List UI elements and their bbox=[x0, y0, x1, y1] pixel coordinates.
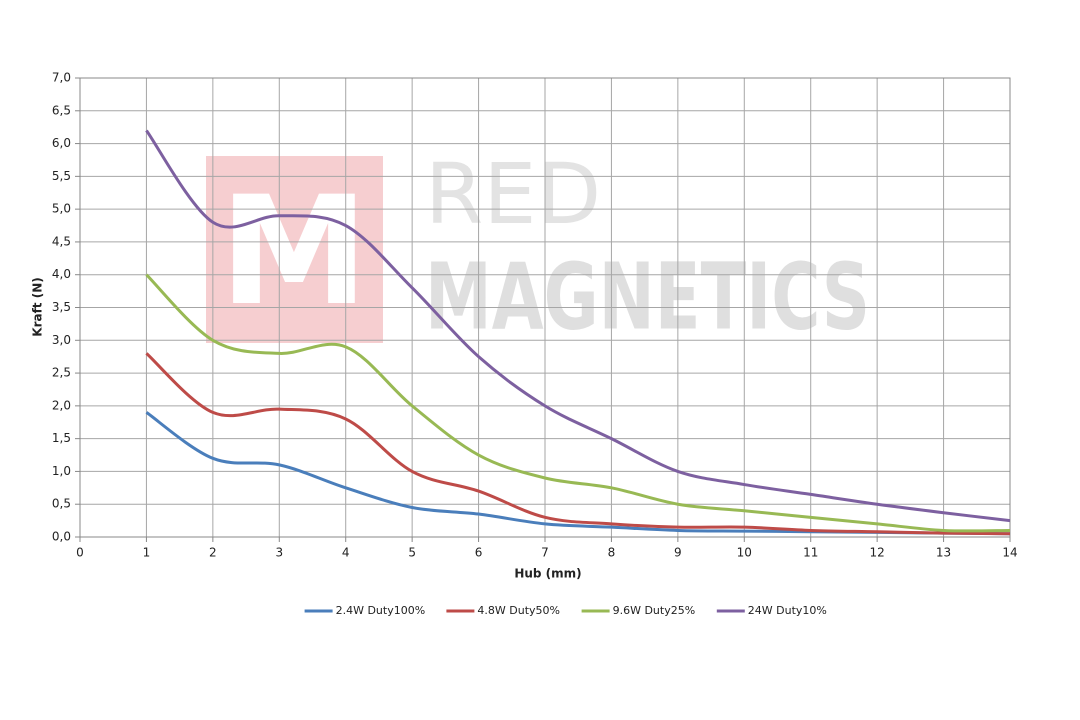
y-tick-label: 0,0 bbox=[52, 530, 71, 544]
series-line bbox=[145, 273, 1011, 533]
x-axis-label: Hub (mm) bbox=[514, 567, 581, 581]
x-tick-label: 4 bbox=[342, 546, 350, 560]
y-tick-label: 7,0 bbox=[52, 71, 71, 85]
y-tick-label: 4,5 bbox=[52, 234, 71, 248]
x-tick-label: 12 bbox=[870, 546, 885, 560]
watermark-box bbox=[206, 156, 383, 343]
watermark-text: MAGNETICS bbox=[425, 243, 870, 350]
series-line bbox=[145, 129, 1011, 523]
plot-border bbox=[79, 77, 1011, 538]
y-axis-label: Kraft (N) bbox=[31, 277, 45, 336]
y-tick-label: 4,0 bbox=[52, 267, 71, 281]
watermark-logo: M bbox=[219, 165, 368, 339]
y-tick-label: 3,0 bbox=[52, 333, 71, 347]
y-tick-label: 2,5 bbox=[52, 366, 71, 380]
legend-label: 2.4W Duty100% bbox=[336, 604, 426, 617]
series-line bbox=[145, 352, 1011, 536]
watermark: M RED MAGNETICS bbox=[206, 145, 870, 350]
x-tick-label: 1 bbox=[143, 546, 151, 560]
watermark-text: RED bbox=[425, 145, 601, 243]
y-tick-label: 6,0 bbox=[52, 136, 71, 150]
y-tick-label: 0,5 bbox=[52, 497, 71, 511]
x-tick-label: 2 bbox=[209, 546, 217, 560]
y-tick-label: 5,0 bbox=[52, 202, 71, 216]
x-tick-label: 3 bbox=[275, 546, 283, 560]
y-tick-label: 5,5 bbox=[52, 169, 71, 183]
y-tick-label: 6,5 bbox=[52, 103, 71, 117]
legend-label: 9.6W Duty25% bbox=[613, 604, 696, 617]
x-tick-label: 10 bbox=[737, 546, 752, 560]
x-tick-label: 14 bbox=[1002, 546, 1017, 560]
legend-label: 24W Duty10% bbox=[748, 604, 827, 617]
x-tick-label: 8 bbox=[608, 546, 616, 560]
x-tick-label: 6 bbox=[475, 546, 483, 560]
x-tick-label: 9 bbox=[674, 546, 682, 560]
x-tick-label: 7 bbox=[541, 546, 549, 560]
y-tick-label: 3,5 bbox=[52, 300, 71, 314]
series-line bbox=[145, 411, 1011, 536]
y-tick-label: 1,0 bbox=[52, 464, 71, 478]
x-tick-label: 5 bbox=[408, 546, 416, 560]
legend-label: 4.8W Duty50% bbox=[477, 604, 560, 617]
y-tick-label: 1,5 bbox=[52, 431, 71, 445]
x-tick-label: 13 bbox=[936, 546, 951, 560]
y-tick-label: 2,0 bbox=[52, 398, 71, 412]
x-tick-label: 11 bbox=[803, 546, 818, 560]
x-tick-label: 0 bbox=[76, 546, 84, 560]
